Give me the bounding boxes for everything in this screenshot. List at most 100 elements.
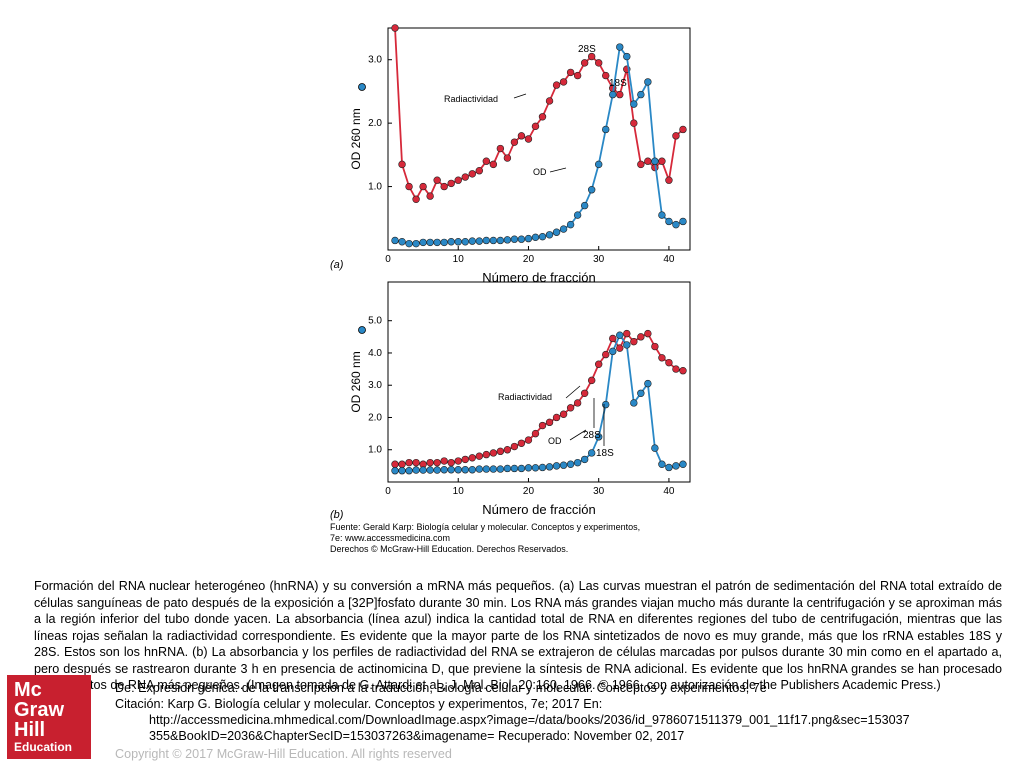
annotation-radiactividad-leader-1: [565, 385, 581, 399]
point-1-1-28: [587, 449, 596, 457]
source-line-2: 7e: www.accessmedicina.com: [330, 533, 450, 543]
annotation-od-0: OD: [533, 167, 547, 177]
point-0-1-24: [559, 225, 568, 233]
point-1-0-19: [524, 436, 533, 444]
point-1-1-41: [679, 460, 687, 468]
point-0-0-9: [454, 176, 462, 184]
point-1-0-17: [510, 442, 519, 451]
point-0-0-25: [566, 68, 575, 77]
point-0-1-16: [503, 236, 512, 244]
point-1-1-2: [405, 467, 413, 475]
point-0-0-10: [461, 173, 469, 181]
point-1-0-36: [644, 329, 652, 338]
y-tick-label-0-2: 2.0: [368, 118, 382, 129]
point-0-0-28: [587, 52, 596, 61]
point-1-1-3: [412, 466, 420, 474]
point-0-1-27: [580, 201, 589, 210]
point-1-1-24: [559, 461, 568, 469]
point-0-1-10: [461, 238, 469, 246]
point-0-1-36: [644, 78, 652, 86]
y-tick-label-1-4: 4.0: [368, 348, 382, 359]
point-1-1-25: [566, 460, 575, 468]
point-0-1-9: [454, 238, 462, 246]
point-1-1-30: [602, 400, 610, 409]
annotation-od-leader-1: [569, 429, 587, 441]
point-0-0-36: [644, 157, 652, 165]
point-0-1-3: [412, 239, 420, 248]
y-tick-label-0-1: 1.0: [368, 182, 382, 193]
point-0-1-7: [440, 238, 448, 247]
point-1-1-7: [440, 466, 448, 474]
point-1-0-39: [665, 358, 673, 367]
citation-line-1: De: Expresión génica: de la transcripció…: [115, 681, 767, 695]
point-0-0-14: [489, 160, 498, 169]
point-1-0-34: [630, 337, 638, 346]
annotation-28s-1: 28S: [583, 430, 601, 441]
point-0-1-41: [679, 217, 687, 226]
y-axis-label-1: OD 260 nm: [349, 351, 363, 412]
point-1-1-33: [623, 341, 631, 349]
point-0-0-18: [517, 132, 526, 140]
point-0-0-17: [510, 138, 519, 146]
point-1-0-7: [440, 457, 448, 465]
point-1-1-40: [672, 462, 680, 470]
point-0-1-40: [672, 220, 680, 229]
citation-block: De: Expresión génica: de la transcripció…: [115, 680, 945, 744]
x-axis-label-0: Número de fracción: [482, 270, 595, 285]
point-1-0-22: [545, 418, 554, 427]
point-1-1-38: [658, 460, 666, 468]
point-1-1-8: [447, 466, 455, 474]
point-0-0-15: [496, 144, 505, 153]
annotation-radiactividad-leader-0: [513, 93, 527, 99]
point-1-0-20: [531, 429, 540, 438]
point-0-1-33: [623, 52, 631, 61]
logo-line-4: Education: [14, 740, 73, 754]
point-1-0-23: [552, 413, 561, 422]
series-line-0-1: [394, 44, 684, 245]
point-1-0-15: [496, 447, 505, 456]
point-0-1-14: [489, 236, 498, 245]
point-1-1-4: [419, 466, 427, 474]
point-1-1-17: [510, 464, 519, 473]
point-1-0-0: [391, 460, 399, 468]
point-1-1-35: [637, 389, 645, 397]
point-0-0-8: [447, 179, 455, 188]
x-tick-label-0-0: 0: [385, 254, 391, 265]
point-0-0-39: [665, 176, 673, 184]
annotation-28s-0: 28S: [578, 44, 596, 55]
citation-url-1[interactable]: http://accessmedicina.mhmedical.com/Down…: [149, 713, 910, 727]
plot-frame-0: [387, 27, 691, 251]
panel-label-0: (a): [330, 259, 344, 271]
point-0-0-32: [616, 90, 624, 99]
point-0-0-26: [573, 71, 582, 80]
source-line-1: Fuente: Gerald Karp: Biología celular y …: [330, 522, 640, 532]
point-0-0-19: [524, 135, 533, 143]
point-0-1-4: [419, 238, 427, 247]
annotation-od-1: OD: [548, 436, 562, 446]
point-0-1-34: [630, 100, 638, 108]
y-axis-label-0: OD 260 nm: [349, 108, 363, 169]
point-1-0-2: [405, 458, 413, 467]
point-0-0-24: [559, 78, 568, 86]
point-1-1-27: [580, 455, 589, 464]
point-0-0-6: [433, 176, 441, 184]
point-1-0-25: [566, 404, 575, 412]
annotation-18s-1: 18S: [596, 448, 614, 459]
point-1-1-34: [630, 399, 638, 407]
point-0-0-35: [637, 160, 645, 169]
y-tick-label-1-5: 5.0: [368, 316, 382, 327]
chart-svg: 0 10 20 30 40 1.0 2.0 3.0 Número de fracción OD 2…: [330, 24, 691, 554]
point-0-0-20: [531, 122, 540, 131]
point-0-0-23: [552, 81, 561, 89]
point-0-1-32: [616, 43, 624, 51]
point-1-0-5: [426, 458, 434, 467]
x-tick-label-0-30: 30: [593, 254, 605, 265]
point-1-1-5: [426, 466, 434, 474]
point-1-1-29: [594, 433, 603, 441]
source-line-3: Derechos © McGraw-Hill Education. Derech…: [330, 544, 568, 554]
point-1-1-11: [468, 466, 476, 474]
point-1-1-23: [552, 462, 561, 470]
logo-line-3: Hill: [14, 719, 46, 741]
point-1-1-22: [545, 463, 554, 471]
point-1-0-3: [412, 458, 420, 467]
